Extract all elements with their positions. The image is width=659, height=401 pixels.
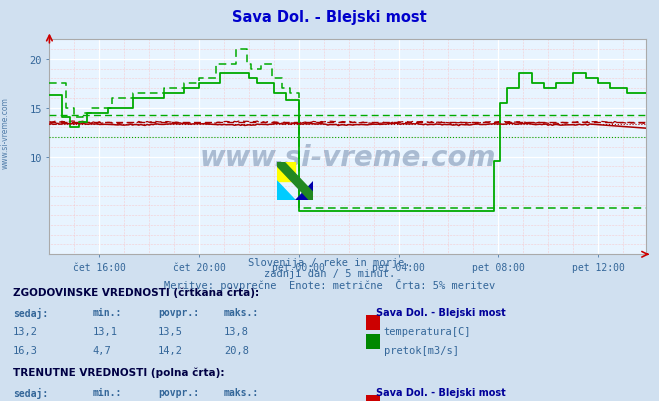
Text: temperatura[C]: temperatura[C]	[384, 326, 471, 336]
Text: 16,3: 16,3	[13, 345, 38, 355]
Polygon shape	[277, 181, 295, 200]
Text: pretok[m3/s]: pretok[m3/s]	[384, 345, 459, 355]
Text: 13,5: 13,5	[158, 326, 183, 336]
Text: 13,1: 13,1	[92, 326, 117, 336]
Text: 20,8: 20,8	[224, 345, 249, 355]
Bar	[277, 162, 295, 181]
Text: min.:: min.:	[92, 308, 122, 318]
Text: min.:: min.:	[92, 387, 122, 397]
Polygon shape	[295, 181, 313, 200]
Text: povpr.:: povpr.:	[158, 308, 199, 318]
Text: Slovenija / reke in morje.: Slovenija / reke in morje.	[248, 257, 411, 267]
Text: maks.:: maks.:	[224, 387, 259, 397]
Text: Sava Dol. - Blejski most: Sava Dol. - Blejski most	[232, 10, 427, 25]
Text: Meritve: povprečne  Enote: metrične  Črta: 5% meritev: Meritve: povprečne Enote: metrične Črta:…	[164, 278, 495, 290]
Text: 13,8: 13,8	[224, 326, 249, 336]
Polygon shape	[277, 162, 313, 200]
Text: zadnji dan / 5 minut.: zadnji dan / 5 minut.	[264, 268, 395, 278]
Text: www.si-vreme.com: www.si-vreme.com	[1, 97, 10, 168]
Text: 13,2: 13,2	[13, 326, 38, 336]
Text: sedaj:: sedaj:	[13, 308, 48, 318]
Text: 14,2: 14,2	[158, 345, 183, 355]
Text: povpr.:: povpr.:	[158, 387, 199, 397]
Text: TRENUTNE VREDNOSTI (polna črta):: TRENUTNE VREDNOSTI (polna črta):	[13, 366, 225, 377]
Text: www.si-vreme.com: www.si-vreme.com	[200, 144, 496, 172]
Text: ZGODOVINSKE VREDNOSTI (črtkana črta):: ZGODOVINSKE VREDNOSTI (črtkana črta):	[13, 287, 259, 297]
Text: sedaj:: sedaj:	[13, 387, 48, 398]
Text: 4,7: 4,7	[92, 345, 111, 355]
Text: Sava Dol. - Blejski most: Sava Dol. - Blejski most	[376, 387, 505, 397]
Text: maks.:: maks.:	[224, 308, 259, 318]
Text: Sava Dol. - Blejski most: Sava Dol. - Blejski most	[376, 308, 505, 318]
